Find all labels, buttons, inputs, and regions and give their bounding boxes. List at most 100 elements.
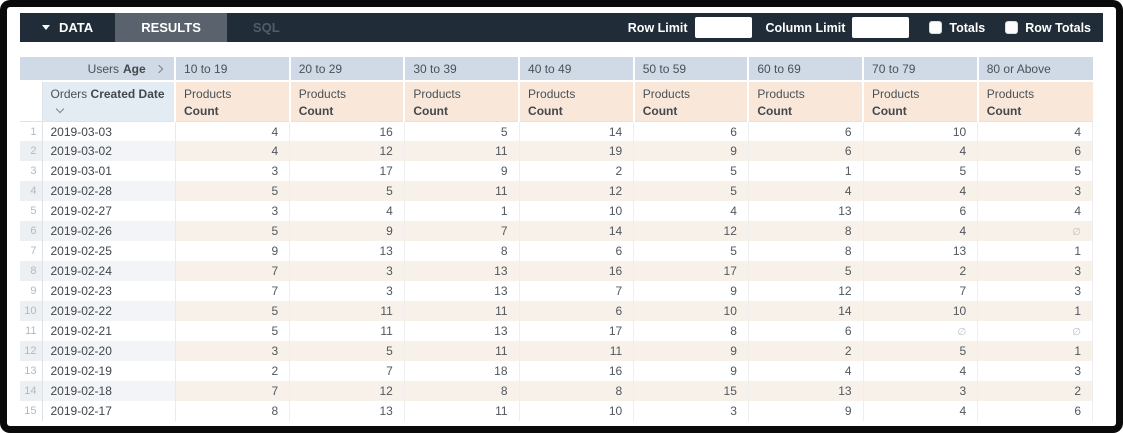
value-cell[interactable]: 4 [863,181,979,202]
value-cell[interactable]: 8 [404,241,520,262]
value-cell[interactable]: 12 [519,181,635,202]
value-cell[interactable]: 13 [404,281,520,302]
pivot-col-header[interactable]: 70 to 79 [862,57,978,82]
value-cell[interactable]: 1 [977,301,1093,322]
value-cell[interactable]: 7 [863,281,979,302]
value-cell[interactable]: 9 [633,141,749,162]
tab-data[interactable]: DATA [20,13,115,42]
value-cell[interactable]: 4 [977,121,1093,142]
date-cell[interactable]: 2019-02-23 [42,281,176,302]
value-cell[interactable]: 2 [977,381,1093,402]
value-cell[interactable]: 2 [519,161,635,182]
value-cell[interactable]: 3 [863,381,979,402]
value-cell[interactable]: 14 [519,121,635,142]
value-cell[interactable]: 11 [404,341,520,362]
value-cell[interactable]: 6 [633,121,749,142]
value-cell[interactable]: ∅ [977,221,1093,242]
value-cell[interactable]: 8 [748,241,864,262]
value-cell[interactable]: 4 [175,141,291,162]
date-cell[interactable]: 2019-02-24 [42,261,176,282]
pivot-col-header[interactable]: 50 to 59 [632,57,749,82]
value-cell[interactable]: 8 [404,381,520,402]
value-cell[interactable]: 5 [404,121,520,142]
value-cell[interactable]: 13 [404,261,520,282]
value-cell[interactable]: ∅ [863,321,979,342]
date-cell[interactable]: 2019-03-03 [42,121,176,142]
value-cell[interactable]: 7 [519,281,635,302]
value-cell[interactable]: 13 [404,321,520,342]
value-cell[interactable]: 4 [748,181,864,202]
value-cell[interactable]: 12 [289,381,405,402]
value-cell[interactable]: 16 [519,361,635,382]
value-cell[interactable]: 6 [748,121,864,142]
value-cell[interactable]: 17 [633,261,749,282]
value-cell[interactable]: 5 [289,181,405,202]
value-cell[interactable]: 3 [977,181,1093,202]
value-cell[interactable]: 5 [748,261,864,282]
measure-header[interactable]: Products Count [518,81,634,122]
value-cell[interactable]: 6 [519,301,635,322]
value-cell[interactable]: 6 [748,321,864,342]
date-cell[interactable]: 2019-03-01 [42,161,176,182]
value-cell[interactable]: 13 [748,201,864,222]
date-cell[interactable]: 2019-02-18 [42,381,176,402]
row-limit-input[interactable] [694,17,752,38]
value-cell[interactable]: 16 [519,261,635,282]
value-cell[interactable]: 10 [863,301,979,322]
totals-checkbox[interactable] [929,21,943,34]
value-cell[interactable]: 6 [863,201,979,222]
row-field-header[interactable]: Orders Created Date [42,81,176,122]
value-cell[interactable]: 7 [404,221,520,242]
column-limit-input[interactable] [852,17,910,38]
value-cell[interactable]: 9 [633,361,749,382]
pivot-field-header[interactable]: Users Age [20,57,176,82]
value-cell[interactable]: 9 [404,161,520,182]
value-cell[interactable]: 11 [289,301,405,322]
pivot-col-header[interactable]: 60 to 69 [747,57,864,82]
value-cell[interactable]: 4 [289,201,405,222]
value-cell[interactable]: 11 [404,301,520,322]
value-cell[interactable]: 12 [289,141,405,162]
value-cell[interactable]: 14 [519,221,635,242]
value-cell[interactable]: 7 [175,381,291,402]
value-cell[interactable]: 5 [175,181,291,202]
value-cell[interactable]: 3 [633,401,749,422]
value-cell[interactable]: 2 [175,361,291,382]
value-cell[interactable]: 8 [748,221,864,242]
value-cell[interactable]: 6 [977,141,1093,162]
value-cell[interactable]: 19 [519,141,635,162]
tab-sql[interactable]: SQL [227,13,306,42]
value-cell[interactable]: 3 [175,201,291,222]
value-cell[interactable]: 17 [289,161,405,182]
value-cell[interactable]: 14 [748,301,864,322]
value-cell[interactable]: 17 [519,321,635,342]
value-cell[interactable]: ∅ [977,321,1093,342]
value-cell[interactable]: 11 [404,401,520,422]
value-cell[interactable]: 6 [519,241,635,262]
value-cell[interactable]: 9 [633,341,749,362]
value-cell[interactable]: 5 [633,241,749,262]
value-cell[interactable]: 10 [633,301,749,322]
date-cell[interactable]: 2019-02-28 [42,181,176,202]
measure-header[interactable]: Products Count [174,81,290,122]
value-cell[interactable]: 8 [519,381,635,402]
measure-header[interactable]: Products Count [976,81,1093,122]
value-cell[interactable]: 5 [863,341,979,362]
value-cell[interactable]: 3 [977,281,1093,302]
date-cell[interactable]: 2019-02-21 [42,321,176,342]
value-cell[interactable]: 9 [633,281,749,302]
pivot-col-header[interactable]: 10 to 19 [174,57,290,82]
date-cell[interactable]: 2019-02-17 [42,401,176,422]
value-cell[interactable]: 5 [633,161,749,182]
value-cell[interactable]: 8 [175,401,291,422]
value-cell[interactable]: 11 [404,181,520,202]
value-cell[interactable]: 9 [175,241,291,262]
value-cell[interactable]: 7 [289,361,405,382]
value-cell[interactable]: 9 [748,401,864,422]
value-cell[interactable]: 3 [175,341,291,362]
value-cell[interactable]: 4 [977,201,1093,222]
measure-header[interactable]: Products Count [403,81,520,122]
value-cell[interactable]: 4 [863,221,979,242]
value-cell[interactable]: 3 [289,281,405,302]
date-cell[interactable]: 2019-02-19 [42,361,176,382]
